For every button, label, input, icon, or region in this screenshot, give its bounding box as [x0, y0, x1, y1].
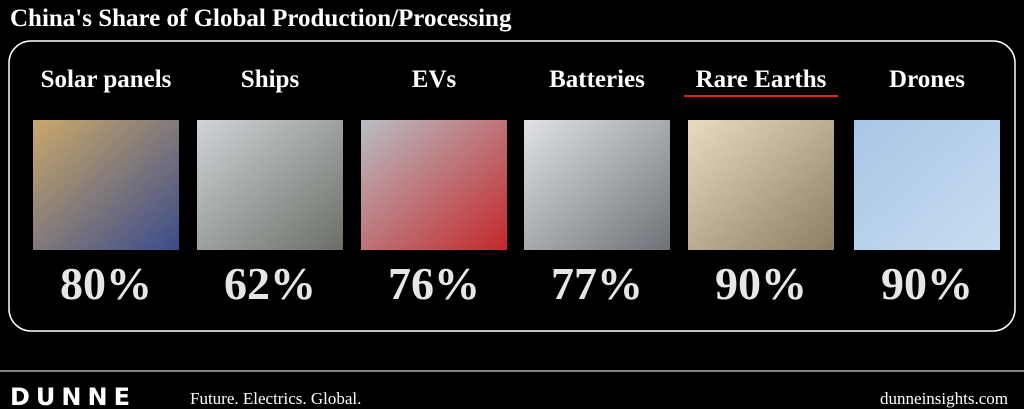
item-photo	[854, 120, 1000, 250]
item-label: Batteries	[549, 66, 645, 93]
item-share: 80%	[60, 258, 152, 309]
title: China's Share of Global Production/Proce…	[10, 5, 512, 32]
item-share: 90%	[881, 258, 973, 309]
item-share: 76%	[388, 258, 480, 309]
item-share: 77%	[551, 258, 643, 309]
item-label: Drones	[889, 66, 965, 93]
item-label: Rare Earths	[696, 66, 827, 93]
item-photo	[197, 120, 343, 250]
item-photo	[361, 120, 507, 250]
item-share: 62%	[224, 258, 316, 309]
panel-frame	[8, 40, 1016, 332]
item-photo	[524, 120, 670, 250]
item-photo	[688, 120, 834, 250]
item-share: 90%	[715, 258, 807, 309]
item-label: EVs	[412, 66, 457, 93]
item-photo	[33, 120, 179, 250]
tagline: Future. Electrics. Global.	[190, 389, 361, 408]
website: dunneinsights.com	[880, 389, 1008, 408]
item-label: Ships	[241, 66, 300, 93]
item-label: Solar panels	[41, 66, 172, 93]
items: Solar panels 80% Ships 62% EVs 76% Batteries 77…	[33, 66, 1000, 309]
brand-logo: DUNNE	[10, 383, 136, 409]
